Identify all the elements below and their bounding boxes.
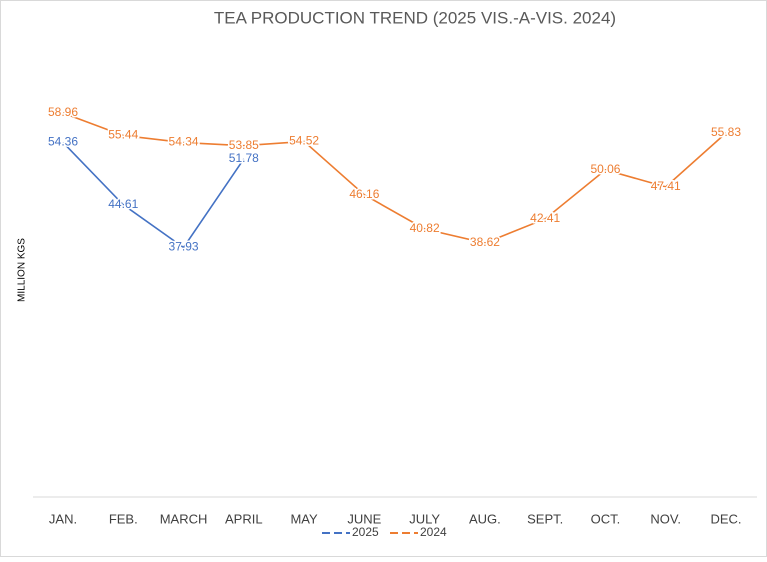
- data-label: 42.41: [530, 211, 560, 225]
- data-label: 46.16: [349, 187, 379, 201]
- data-label: 44.61: [108, 197, 138, 211]
- data-label: 38.62: [470, 235, 500, 249]
- chart-title: TEA PRODUCTION TREND (2025 VIS.-A-VIS. 2…: [214, 8, 616, 27]
- data-label: 50.06: [590, 162, 620, 176]
- x-tick-label: NOV.: [650, 511, 681, 526]
- data-label: 51.78: [229, 151, 259, 165]
- data-label: 55.83: [711, 125, 741, 139]
- series-line: [62, 141, 245, 249]
- x-tick-label: JULY: [409, 511, 440, 526]
- x-tick-label: JAN.: [49, 511, 77, 526]
- data-label: 55.44: [108, 128, 138, 142]
- x-tick-label: DEC.: [710, 511, 741, 526]
- data-label: 58.96: [48, 105, 78, 119]
- x-tick-label: MAY: [290, 511, 318, 526]
- x-tick-label: OCT.: [591, 511, 621, 526]
- x-tick-label: APRIL: [225, 511, 263, 526]
- legend-label: 2025: [352, 525, 379, 539]
- data-label: 54.52: [289, 134, 319, 148]
- x-tick-label: SEPT.: [527, 511, 563, 526]
- series-line: [62, 112, 727, 244]
- x-tick-label: JUNE: [347, 511, 381, 526]
- x-tick-label: FEB.: [109, 511, 138, 526]
- x-tick-label: AUG.: [469, 511, 501, 526]
- y-axis-label: MILLION KGS: [17, 238, 28, 302]
- data-label: 54.36: [48, 135, 78, 149]
- legend-label: 2024: [420, 525, 447, 539]
- x-tick-label: MARCH: [160, 511, 208, 526]
- data-label: 54.34: [169, 135, 199, 149]
- data-label: 53.85: [229, 138, 259, 152]
- data-label: 37.93: [169, 240, 199, 254]
- data-label: 47.41: [651, 179, 681, 193]
- data-label: 40.82: [410, 221, 440, 235]
